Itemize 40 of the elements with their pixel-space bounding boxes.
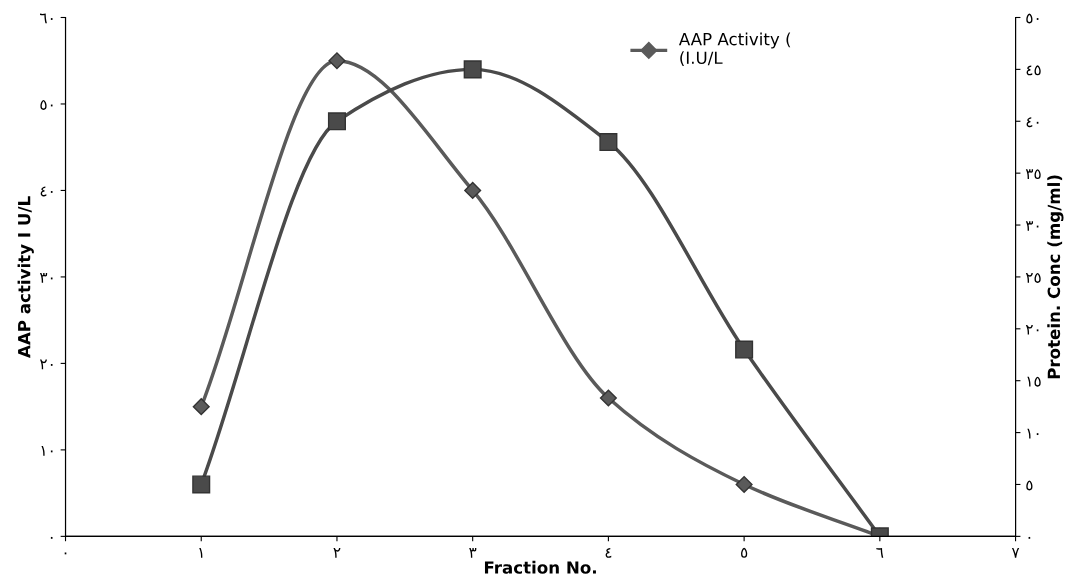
point: [735, 340, 754, 359]
y2-tick-label: ١٠: [1027, 428, 1039, 439]
point: [463, 60, 482, 79]
legend-label: AAP Activity ( (I.U/L: [678, 32, 791, 67]
y-tick-label: ١٠: [41, 445, 53, 456]
y2-tick-label: ٤٠: [1026, 117, 1039, 128]
point: [735, 475, 753, 494]
point: [599, 389, 617, 407]
point: [327, 112, 346, 131]
y-tick-label: ٢٠: [39, 359, 53, 370]
y2-tick-label: ٢٠: [1025, 324, 1039, 335]
x-axis-title: Fraction No.: [484, 560, 596, 574]
point: [192, 475, 211, 494]
y2-axis-title: Protein. Conc (mg/ml): [1047, 175, 1064, 379]
point: [599, 132, 618, 152]
y2-tick-label: ٠: [1028, 536, 1031, 539]
y-tick-label: ٥٠: [40, 99, 53, 110]
point: [192, 398, 210, 416]
y-axis-title: AAP activity I U/L: [17, 196, 34, 358]
x-tick-label: ١: [199, 547, 203, 558]
x-tick-label: ٢: [333, 547, 341, 558]
y2-tick-label: ٣٠: [1025, 221, 1039, 231]
y2-tick-label: ١٥: [1027, 376, 1041, 387]
y2-tick-label: ٤٥: [1026, 65, 1041, 76]
y-tick-label: ٦٠: [40, 13, 53, 24]
point: [464, 181, 482, 199]
y2-tick-label: ٥٠: [1026, 13, 1039, 24]
point: [328, 52, 346, 70]
x-tick-label: ٤: [605, 547, 612, 558]
x-tick-label: ٧: [1011, 547, 1020, 558]
y-tick-label: ٠: [50, 536, 53, 539]
x-tick-label: ٣: [469, 547, 477, 558]
y2-tick-label: ٣٥: [1025, 169, 1041, 180]
y2-tick-label: ٢٥: [1025, 272, 1041, 283]
x-tick-label: ٥: [741, 547, 748, 558]
y-tick-label: ٤٠: [40, 186, 53, 197]
y-tick-label: ٣٠: [39, 273, 53, 283]
x-tick-label: ٦: [876, 547, 884, 558]
y2-tick-label: ٥: [1026, 480, 1033, 491]
x-tick-label: ٠: [64, 552, 67, 555]
